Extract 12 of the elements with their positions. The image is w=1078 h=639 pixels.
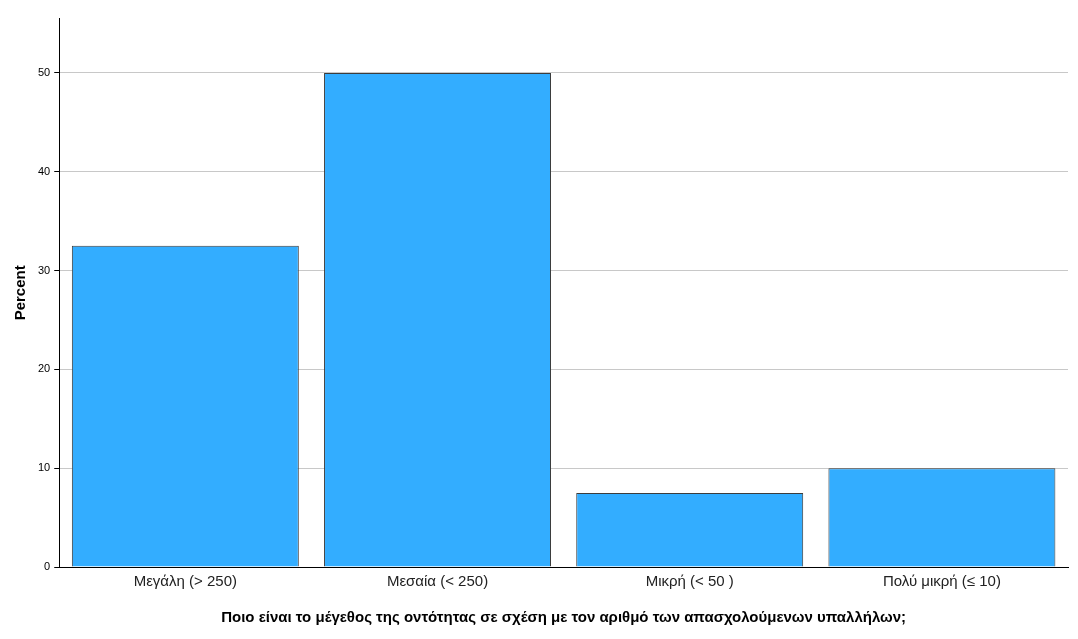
x-tick-label: Μεσαία (< 250): [386, 572, 489, 590]
x-tick-label: Μικρή (< 50 ): [645, 572, 734, 590]
y-tick-label: 0: [44, 560, 51, 573]
x-tick-label: Πολύ μικρή (≤ 10): [882, 572, 1001, 590]
x-axis-title: Ποιο είναι το μέγεθος της οντότητας σε σχέση με τον αριθμό των απασχολούμενων υπαλλήλων;: [221, 608, 907, 626]
y-tick-label: 20: [37, 362, 51, 375]
x-tick-label: Μεγάλη (> 250): [133, 572, 237, 590]
y-tick-label: 30: [37, 263, 51, 276]
y-tick-label: 10: [37, 461, 51, 474]
y-axis-title: Percent: [11, 265, 29, 321]
y-tick-label: 40: [37, 164, 51, 177]
y-tick-label: 50: [37, 65, 51, 78]
